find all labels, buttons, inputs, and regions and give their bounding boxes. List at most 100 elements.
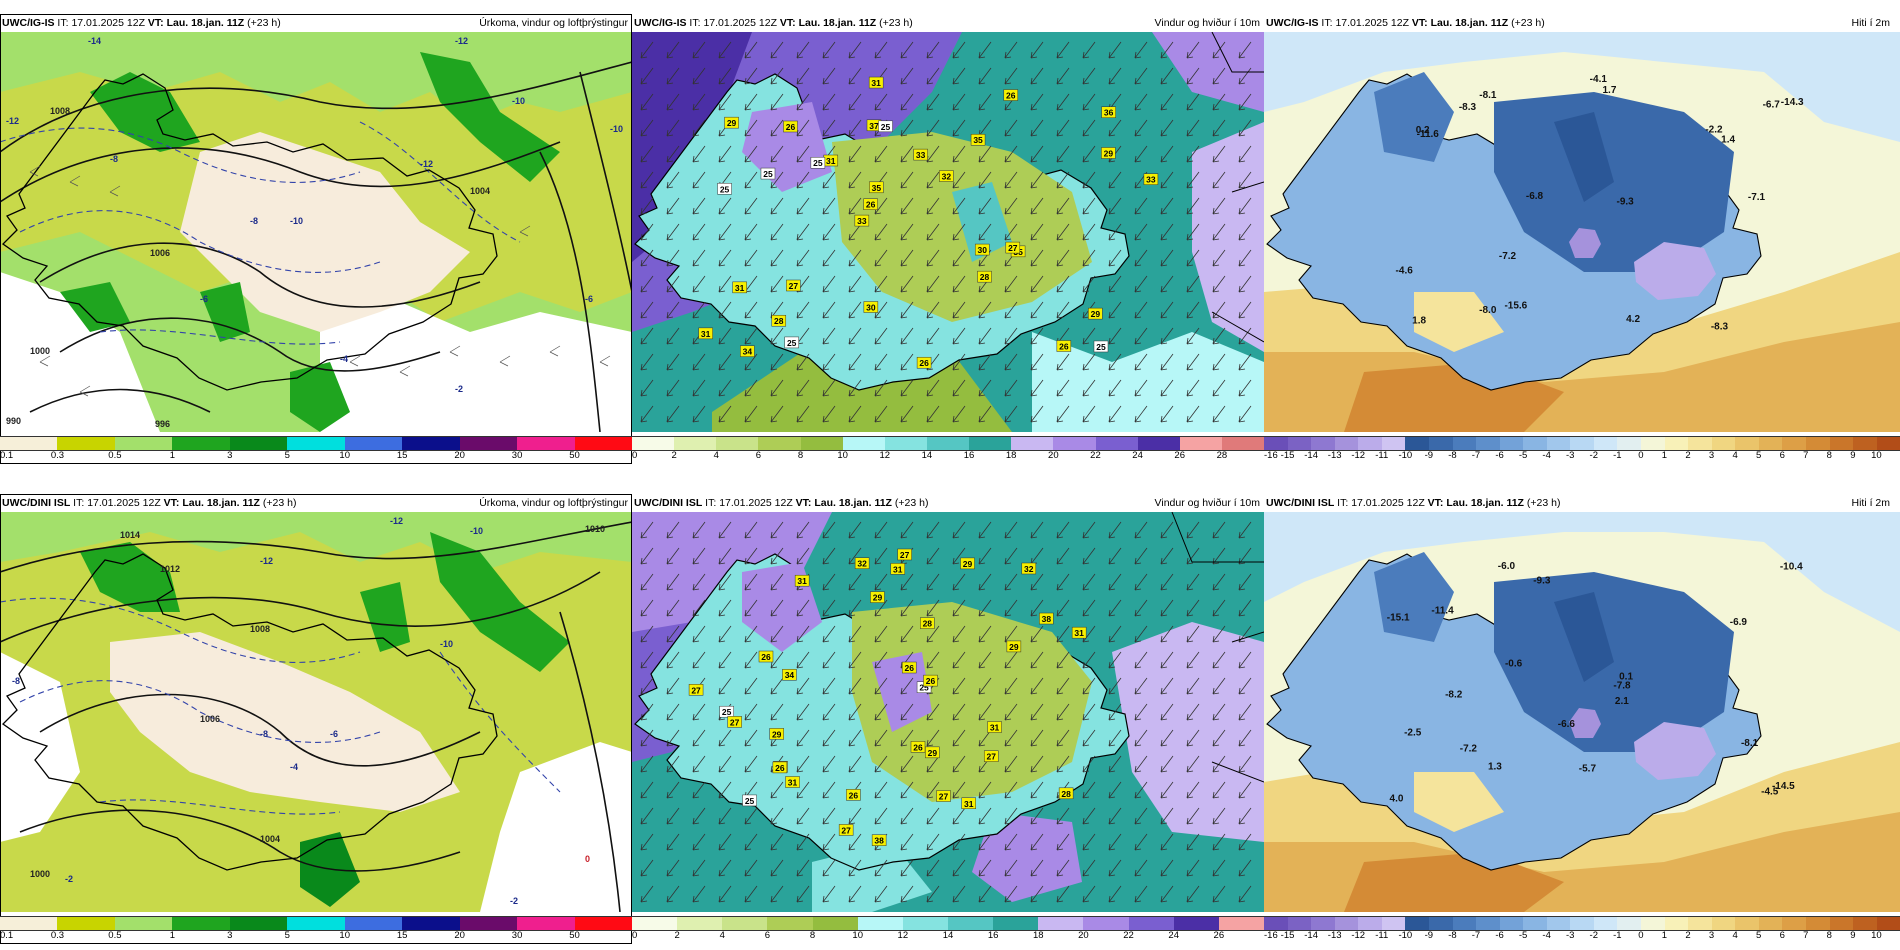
wind-arrow xyxy=(952,885,966,903)
svg-text:26: 26 xyxy=(904,663,914,673)
wind-arrow xyxy=(1212,67,1226,85)
wind-arrow xyxy=(900,521,914,539)
wind-arrow xyxy=(1108,197,1122,215)
legend-swatch xyxy=(1853,917,1877,930)
wind-arrow xyxy=(1004,119,1018,137)
svg-text:38: 38 xyxy=(1042,614,1052,624)
wind-arrow xyxy=(744,405,758,423)
wind-arrow xyxy=(666,573,680,591)
legend-swatch xyxy=(993,917,1039,930)
wind-arrow xyxy=(718,197,732,215)
legend-swatch xyxy=(1358,917,1382,930)
wind-arrow xyxy=(1082,379,1096,397)
wind-arrow xyxy=(796,729,810,747)
legend-tick-label: 1 xyxy=(1661,930,1668,941)
wind-arrow xyxy=(900,599,914,617)
wind-arrow xyxy=(874,93,888,111)
wind-arrow xyxy=(952,301,966,319)
legend-swatch xyxy=(1805,917,1830,930)
panel-wind-igis: UWC/IG-IS IT: 17.01.2025 12Z VT: Lau. 18… xyxy=(632,14,1265,464)
wind-arrow xyxy=(1108,755,1122,773)
isotherm-label: -2 xyxy=(455,384,463,394)
wind-arrow xyxy=(1082,275,1096,293)
wind-arrow xyxy=(822,521,836,539)
legend-tick-label: 10 xyxy=(852,930,863,941)
legend-tick-label: 20 xyxy=(1048,450,1059,461)
wind-arrow xyxy=(744,379,758,397)
wind-arrow xyxy=(1186,327,1200,345)
wind-arrow xyxy=(692,833,706,851)
gust-label: 31 xyxy=(732,281,747,294)
wind-arrow xyxy=(640,197,654,215)
wind-arrow xyxy=(1186,859,1200,877)
svg-text:26: 26 xyxy=(1006,91,1016,101)
wind-arrow xyxy=(666,703,680,721)
wind-arrow xyxy=(770,275,784,293)
svg-text:37: 37 xyxy=(869,121,879,131)
legend-swatch xyxy=(114,437,173,450)
wind-arrow xyxy=(1030,729,1044,747)
wind-arrow xyxy=(1056,145,1070,163)
wind-arrow xyxy=(1186,119,1200,137)
gust-label: 28 xyxy=(977,270,992,283)
wind-arrow xyxy=(744,171,758,189)
gust-label: 26 xyxy=(863,198,878,210)
wind-arrow xyxy=(1056,547,1070,565)
wind-arrow xyxy=(1186,41,1200,59)
wind-arrow xyxy=(874,521,888,539)
wind-arrow xyxy=(822,223,836,241)
svg-text:25: 25 xyxy=(919,683,929,693)
panel-precip-igis: UWC/IG-IS IT: 17.01.2025 12Z VT: Lau. 18… xyxy=(0,14,632,464)
wind-arrow xyxy=(1004,547,1018,565)
wind-arrow xyxy=(1160,573,1174,591)
wind-arrow xyxy=(796,703,810,721)
wind-arrow xyxy=(718,781,732,799)
wind-arrow xyxy=(692,755,706,773)
wind-arrow xyxy=(770,41,784,59)
legend-swatch xyxy=(1688,437,1712,450)
svg-text:29: 29 xyxy=(928,748,938,758)
legend-swatch xyxy=(1758,917,1783,930)
wind-arrow xyxy=(952,573,966,591)
gust-label: 35 xyxy=(970,133,986,146)
legend-swatch xyxy=(1287,917,1312,930)
wind-arrow xyxy=(848,859,862,877)
wind-arrow xyxy=(848,547,862,565)
wind-arrow xyxy=(666,599,680,617)
wind-arrow xyxy=(978,41,992,59)
wind-arrow xyxy=(1238,145,1252,163)
wind-arrow xyxy=(952,223,966,241)
legend-tick-label: 3 xyxy=(1708,450,1715,461)
it-label: IT: xyxy=(705,497,717,509)
svg-text:32: 32 xyxy=(857,559,867,569)
wind-arrow xyxy=(1056,223,1070,241)
wind-arrow xyxy=(1030,703,1044,721)
wind-arrow xyxy=(1134,833,1148,851)
wind-arrow xyxy=(692,521,706,539)
wind-arrow xyxy=(744,119,758,137)
wind-arrow xyxy=(900,859,914,877)
legend-tick-label: 0.1 xyxy=(0,930,14,941)
panel-header: UWC/IG-IS IT: 17.01.2025 12Z VT: Lau. 18… xyxy=(632,14,1264,32)
svg-text:28: 28 xyxy=(774,316,784,326)
svg-text:26: 26 xyxy=(849,790,859,800)
legend-swatch xyxy=(716,437,759,450)
wind-arrow xyxy=(1212,223,1226,241)
wind-arrow xyxy=(796,755,810,773)
wind-arrow xyxy=(796,807,810,825)
wind-arrow xyxy=(1004,755,1018,773)
wind-arrow xyxy=(796,197,810,215)
gust-label: 26 xyxy=(846,789,861,801)
wind-arrow xyxy=(1004,677,1018,695)
wind-arrow xyxy=(926,625,940,643)
legend-swatch xyxy=(674,437,717,450)
gust-label: 26 xyxy=(772,761,788,774)
wind-arrow xyxy=(1056,807,1070,825)
gust-label: 32 xyxy=(939,170,954,182)
wind-arrow xyxy=(926,729,940,747)
wind-arrow xyxy=(874,677,888,695)
vt-label: VT: xyxy=(1427,497,1444,509)
legend-ticks: 0.1 0.3 0.5 1 3 5 10 15 20 30 50 xyxy=(0,930,632,941)
legend-swatch xyxy=(1381,917,1406,930)
legend-tick-label: 10 xyxy=(1871,930,1882,941)
